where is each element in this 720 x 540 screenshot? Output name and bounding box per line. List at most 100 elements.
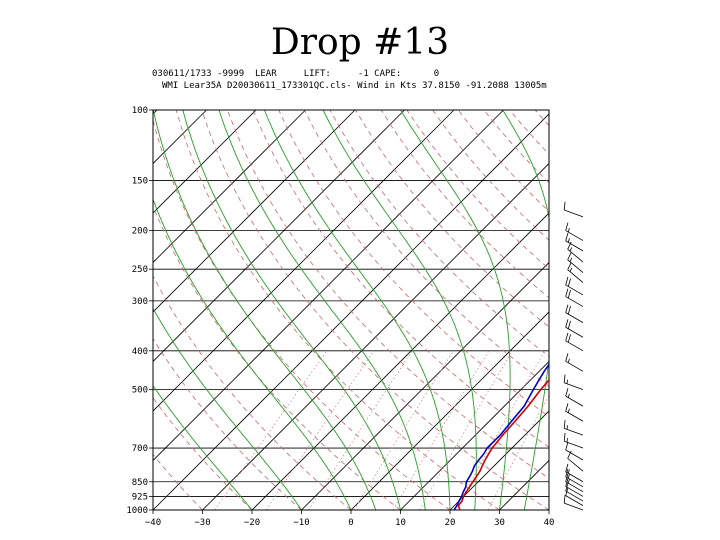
wind-barb (565, 319, 584, 338)
moist-adiabat-line (153, 197, 352, 510)
dry-adiabat-line (153, 118, 451, 510)
pressure-tick-label: 250 (132, 265, 148, 275)
wind-barb (567, 252, 584, 273)
wind-barb (565, 222, 584, 241)
mixing-ratio-line (214, 350, 328, 510)
isotherm-line (0, 110, 58, 510)
plot-frame (152, 109, 550, 511)
wind-barb (565, 332, 584, 352)
wind-barb (563, 374, 584, 390)
pressure-tick-label: 500 (132, 386, 148, 396)
pressure-tick-label: 1000 (126, 506, 148, 516)
wind-barbs (563, 201, 584, 511)
mixing-ratio-line (308, 350, 413, 510)
isotherm-line (0, 110, 108, 510)
sounding-header-line-2: WMI Lear35A D20030611_173301QC.cls- Wind… (162, 81, 547, 91)
temperature-tick-label: −30 (194, 518, 210, 528)
page-title: Drop #13 (270, 22, 450, 63)
mixing-ratio-line (392, 350, 490, 510)
moist-adiabat-line (182, 110, 401, 510)
isotherm-line (648, 110, 720, 510)
pressure-tick-label: 100 (132, 106, 148, 116)
thermo-background-lines (0, 110, 720, 510)
temperature-tick-label: 30 (494, 518, 505, 528)
dry-adiabat-line (457, 110, 549, 212)
dry-adiabat-line (175, 110, 500, 510)
dry-adiabat-line (432, 110, 549, 241)
dry-adiabat-line (355, 110, 549, 328)
temperature-tick-labels: −40 −30 −20 −10 0 10 20 30 40 (145, 510, 554, 528)
wind-barb (565, 353, 584, 372)
wind-barb (567, 450, 584, 472)
dry-adiabat-line (483, 110, 549, 184)
pressure-tick-label: 850 (132, 478, 148, 488)
wind-barb (565, 478, 584, 497)
dry-adiabat-line (153, 396, 253, 510)
wind-barb (567, 241, 584, 263)
moist-adiabat-line (153, 307, 302, 510)
isotherm-line (153, 110, 306, 264)
mixing-ratio-line (353, 350, 454, 510)
pressure-tick-label: 150 (132, 176, 148, 186)
mixing-ratio-line (419, 350, 513, 510)
isotherm-line (153, 110, 257, 214)
profile-layer (453, 363, 549, 510)
wind-barb (563, 201, 584, 218)
isotherm-line (301, 261, 549, 510)
isotherm-line (153, 110, 455, 412)
temperature-tick-label: −20 (244, 518, 260, 528)
moist-adiabat-line (153, 384, 253, 510)
dry-adiabat-line (227, 110, 549, 479)
wind-barb (565, 276, 584, 296)
wind-barb (565, 468, 584, 488)
moist-adiabat-line (322, 110, 477, 510)
wind-barb (565, 463, 584, 483)
isotherm-line (350, 311, 549, 510)
wind-barb (563, 494, 584, 511)
wind-barb (565, 388, 584, 407)
isotherm-line (153, 110, 504, 462)
isotherm-line (153, 110, 207, 165)
moist-adiabat-line (502, 110, 549, 510)
moist-adiabat-line (218, 110, 426, 510)
isotherm-line (202, 162, 549, 510)
wind-barb (565, 483, 584, 502)
temperature-profile-line (457, 378, 549, 510)
isotherm-line (449, 410, 549, 510)
dry-adiabat-line (278, 110, 549, 418)
pressure-tick-label: 925 (132, 492, 148, 502)
pressure-tick-label: 700 (132, 444, 148, 454)
dry-adiabat-line (586, 110, 720, 510)
temperature-tick-label: 0 (348, 518, 353, 528)
dewpoint-profile-line (453, 363, 549, 510)
pressure-tick-label: 400 (132, 347, 148, 357)
isotherm-line (153, 110, 405, 363)
moist-adiabat-line (263, 110, 451, 510)
temperature-tick-label: −40 (145, 518, 161, 528)
dry-adiabat-line (329, 110, 549, 358)
dry-adiabat-line (201, 110, 549, 510)
temperature-tick-label: −10 (293, 518, 309, 528)
isotherm-line (599, 110, 720, 510)
moist-adiabat-line (153, 110, 377, 510)
wind-barb (563, 432, 584, 449)
pressure-tick-label: 300 (132, 297, 148, 307)
isotherm-line (153, 113, 549, 510)
pressure-tick-label: 200 (132, 226, 148, 236)
sounding-header-line-1: 030611/1733 -9999 LEAR LIFT: -1 CAPE: 0 (152, 69, 440, 79)
dry-adiabat-line (153, 204, 401, 510)
wind-barb (563, 420, 584, 436)
dry-adiabat-line (534, 110, 549, 127)
isotherm-line (548, 509, 549, 510)
wind-barb (565, 403, 584, 422)
isotherm-line (251, 212, 549, 510)
wind-barb (565, 441, 584, 461)
isotherm-line (400, 360, 549, 510)
dry-adiabat-line (380, 110, 549, 299)
moist-adiabat-line (400, 110, 511, 510)
mixing-ratio-line (487, 394, 549, 510)
temperature-tick-label: 10 (395, 518, 406, 528)
isotherm-line (499, 459, 549, 510)
wind-barb (565, 232, 584, 252)
